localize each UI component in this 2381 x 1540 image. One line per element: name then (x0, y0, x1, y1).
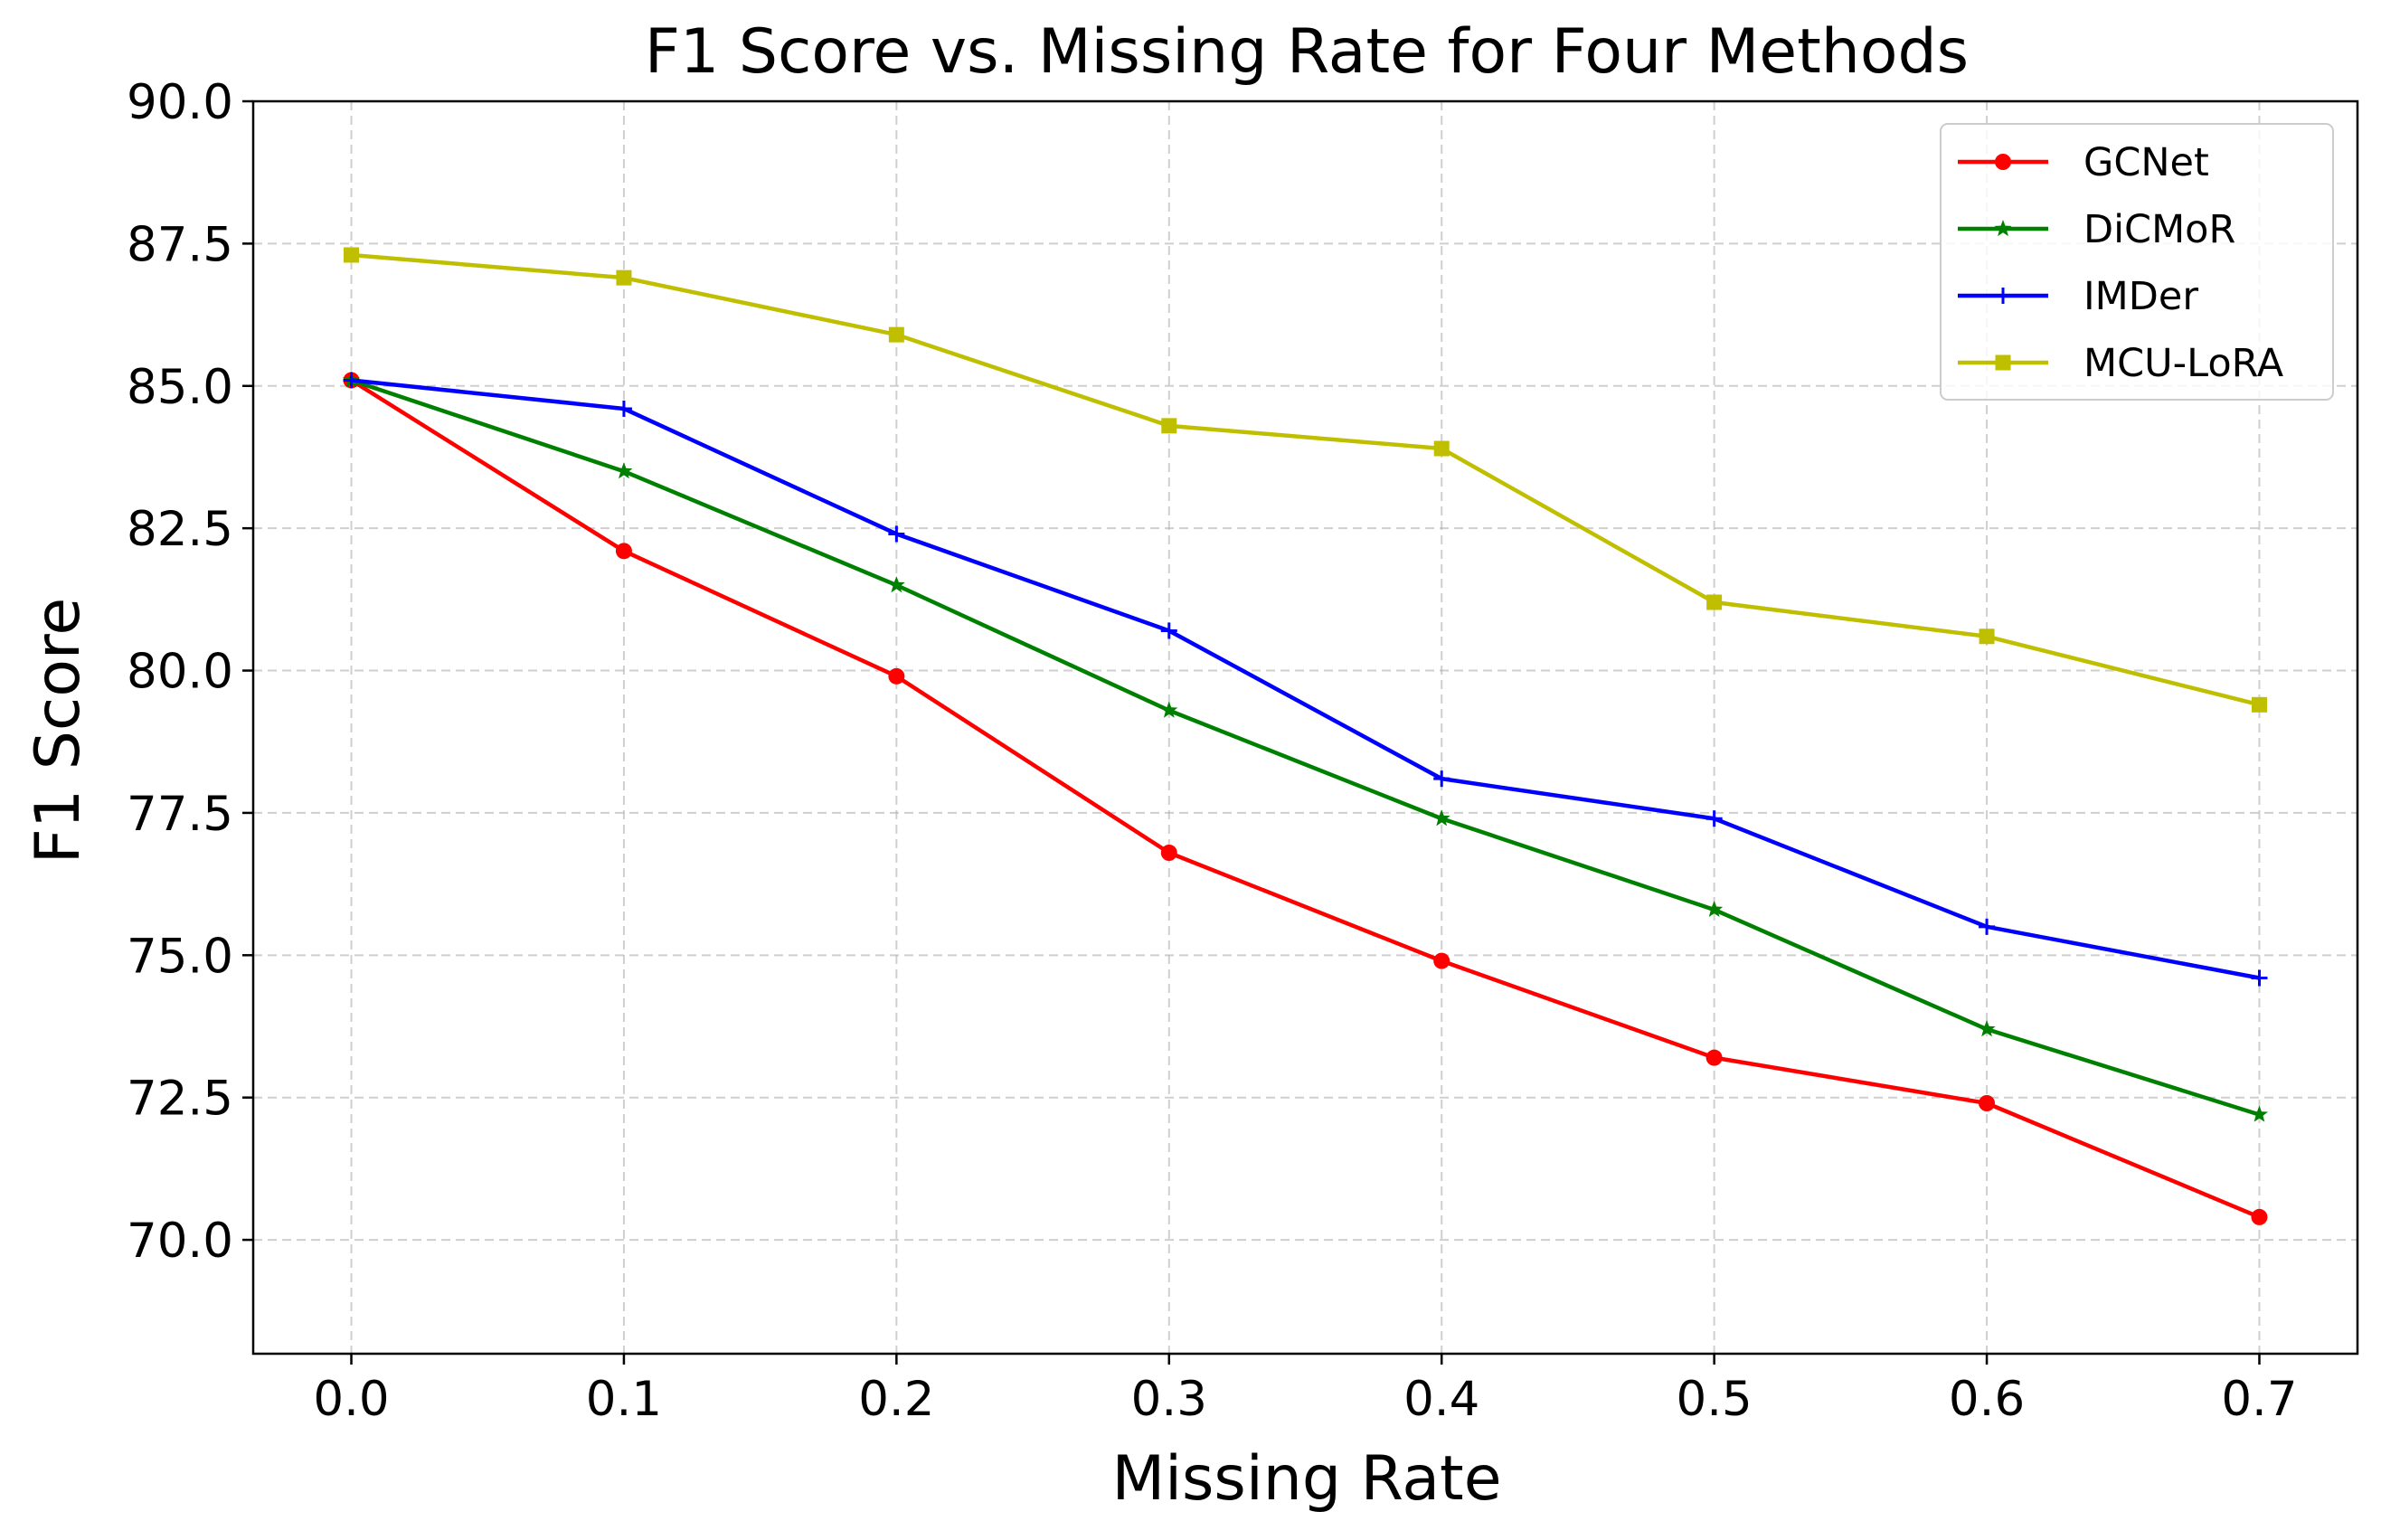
legend-marker (1995, 154, 2011, 170)
series-gcnet (343, 372, 2268, 1225)
legend-box (1940, 123, 2334, 401)
x-tick-label: 0.1 (586, 1372, 662, 1427)
series-lines (343, 247, 2268, 1225)
chart-title: F1 Score vs. Missing Rate for Four Metho… (645, 16, 1969, 88)
y-axis-ticks: 70.0 72.5 75.0 77.5 80.0 82.5 85.0 87.5 90.0 (127, 75, 253, 1269)
x-tick-label: 0.2 (858, 1372, 934, 1427)
data-point-mcu-lora (1161, 418, 1177, 434)
data-point-dicmor (1432, 809, 1450, 827)
legend-marker (1995, 354, 2011, 371)
legend: GCNet DiCMoR IMDer MCU-LoRA (1940, 123, 2334, 401)
data-point-gcnet (1433, 952, 1450, 969)
series-line-mcu-lora (349, 252, 2262, 707)
y-tick-label: 87.5 (127, 217, 233, 272)
y-tick-label: 82.5 (127, 502, 233, 557)
legend-item-mcu-lora: MCU-LoRA (1958, 341, 2284, 386)
y-tick-label: 77.5 (127, 787, 233, 842)
series-line-imder (349, 378, 2262, 980)
data-point-gcnet (1979, 1095, 1996, 1111)
plot-area-frame (251, 99, 2359, 1356)
y-tick-label: 70.0 (127, 1214, 233, 1269)
legend-marker (1994, 220, 2012, 237)
series-line-dicmor (349, 378, 2262, 1117)
x-axis-ticks: 0.0 0.1 0.2 0.3 0.4 0.5 0.6 0.7 (313, 1354, 2298, 1427)
y-tick-label: 72.5 (127, 1072, 233, 1127)
data-point-mcu-lora (1979, 628, 1995, 645)
legend-label: DiCMoR (2083, 207, 2235, 252)
data-point-imder (1160, 622, 1177, 639)
data-point-imder (343, 372, 360, 389)
data-point-imder (888, 525, 905, 543)
legend-label: MCU-LoRA (2083, 341, 2284, 386)
data-point-mcu-lora (2251, 696, 2267, 713)
x-tick-label: 0.7 (2221, 1372, 2297, 1427)
data-point-imder (1433, 770, 1450, 788)
x-tick-label: 0.5 (1676, 1372, 1752, 1427)
data-point-mcu-lora (1706, 594, 1723, 610)
y-tick-label: 85.0 (127, 360, 233, 415)
data-point-mcu-lora (344, 247, 360, 263)
data-point-dicmor (1978, 1020, 1996, 1037)
y-tick-label: 80.0 (127, 645, 233, 700)
y-tick-label: 90.0 (127, 75, 233, 130)
data-point-gcnet (1160, 845, 1177, 861)
legend-marker (1995, 288, 2011, 304)
data-point-imder (2251, 969, 2268, 987)
data-point-dicmor (2250, 1105, 2268, 1122)
x-tick-label: 0.4 (1403, 1372, 1479, 1427)
data-point-dicmor (1160, 701, 1178, 718)
x-tick-label: 0.0 (313, 1372, 389, 1427)
x-tick-label: 0.3 (1131, 1372, 1207, 1427)
data-point-gcnet (2251, 1208, 2268, 1225)
x-axis-label: Missing Rate (1111, 1443, 1501, 1515)
data-point-mcu-lora (616, 269, 632, 286)
data-point-mcu-lora (888, 326, 904, 343)
data-point-mcu-lora (1433, 440, 1450, 457)
data-point-dicmor (1705, 900, 1724, 918)
data-point-imder (615, 400, 632, 417)
data-point-gcnet (1705, 1049, 1723, 1066)
legend-label: IMDer (2083, 274, 2198, 319)
legend-label: GCNet (2083, 140, 2209, 185)
series-line-gcnet (349, 378, 2262, 1220)
y-tick-label: 75.0 (127, 929, 233, 984)
series-mcu-lora (344, 247, 2267, 713)
data-point-gcnet (888, 667, 905, 685)
data-point-imder (1705, 810, 1723, 827)
series-imder (343, 372, 2268, 987)
legend-item-dicmor: DiCMoR (1958, 207, 2235, 252)
data-point-dicmor (615, 462, 633, 479)
x-tick-label: 0.6 (1949, 1372, 2025, 1427)
legend-item-imder: IMDer (1958, 274, 2198, 319)
data-point-dicmor (887, 576, 905, 593)
y-axis-label: F1 Score (23, 598, 94, 864)
data-point-gcnet (615, 543, 632, 560)
legend-item-gcnet: GCNet (1958, 140, 2209, 185)
data-point-imder (1979, 918, 1996, 935)
